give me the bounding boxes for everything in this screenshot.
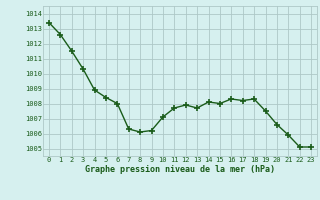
- X-axis label: Graphe pression niveau de la mer (hPa): Graphe pression niveau de la mer (hPa): [85, 165, 275, 174]
